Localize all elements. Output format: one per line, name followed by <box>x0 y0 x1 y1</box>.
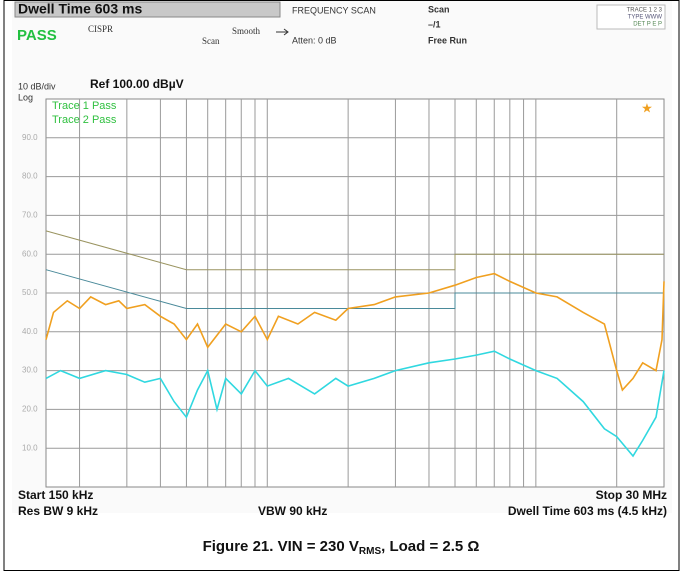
limit-line <box>45 269 664 309</box>
log-label: Log <box>18 92 33 102</box>
y-tick-label: 90.0 <box>22 133 38 142</box>
caption-rest: , Load = 2.5 Ω <box>381 538 479 555</box>
dwell-label: Dwell Time 603 ms (4.5 kHz) <box>508 504 667 518</box>
y-tick-label: 30.0 <box>22 366 38 375</box>
y-tick-label: 10.0 <box>22 443 38 452</box>
arrow-icon <box>276 28 289 36</box>
stop-label: Stop 30 MHz <box>596 488 667 502</box>
det-row: DET P E P <box>633 22 662 28</box>
rbw-label: Res BW 9 kHz <box>18 504 98 518</box>
y-tick-label: 50.0 <box>22 288 38 297</box>
start-label: Start 150 kHz <box>18 488 93 502</box>
type-row: TYPE WWW <box>628 15 663 21</box>
annotation: Trace 1 Pass <box>52 100 117 112</box>
run-mode: Free Run <box>428 35 467 45</box>
pass-status: PASS <box>17 27 57 44</box>
vbw-label: VBW 90 kHz <box>258 504 327 518</box>
scan-mode: Scan <box>202 36 220 46</box>
dwell-title: Dwell Time 603 ms <box>18 1 142 17</box>
ref-label: Ref 100.00 dBµV <box>90 77 184 91</box>
marker-star: ★ <box>641 100 653 115</box>
y-tick-label: 80.0 <box>22 172 38 181</box>
trace-box <box>596 4 666 30</box>
caption-main: Figure 21. VIN = 230 V <box>203 538 359 555</box>
scale-label: 10 dB/div <box>18 81 56 91</box>
scan: Scan <box>428 4 450 14</box>
cispr: CISPR <box>88 24 113 34</box>
trace-row: TRACE 1 2 3 <box>627 8 663 14</box>
y-tick-label: 20.0 <box>22 405 38 414</box>
caption: Figure 21. VIN = 230 VRMS, Load = 2.5 Ω <box>203 538 480 557</box>
limit-line <box>45 230 664 271</box>
atten: Atten: 0 dB <box>292 35 337 45</box>
y-tick-label: 40.0 <box>22 327 38 336</box>
y-tick-label: 70.0 <box>22 211 38 220</box>
trace <box>45 350 665 458</box>
title-bar <box>14 1 281 18</box>
scan-count: –/1 <box>428 19 441 29</box>
y-tick-label: 60.0 <box>22 249 38 258</box>
smooth: Smooth <box>232 26 261 36</box>
freq-scan: FREQUENCY SCAN <box>292 5 376 15</box>
trace <box>45 272 665 392</box>
caption-sub: RMS <box>359 546 382 557</box>
annotation: Trace 2 Pass <box>52 114 117 126</box>
